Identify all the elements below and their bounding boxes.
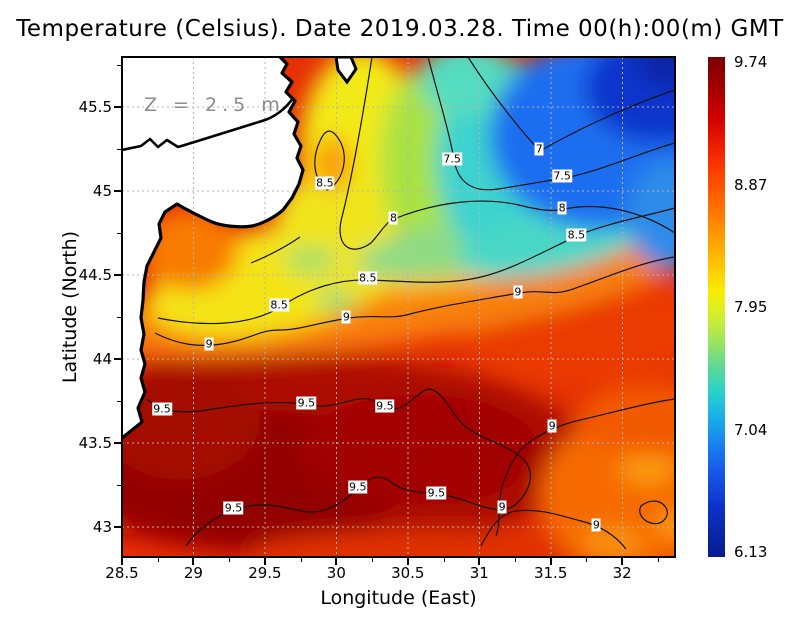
x-axis-label: Longitude (East) [320,587,477,609]
y-tick-label: 43.5 [78,433,112,452]
contour-label: 9.5 [296,396,317,410]
y-tick-label: 43 [92,517,112,536]
plot-title: Temperature (Celsius). Date 2019.03.28. … [16,16,784,42]
colorbar-tick-label: 7.04 [734,420,768,439]
x-tick-mark [335,557,338,565]
x-tick-label: 31 [469,564,489,582]
colorbar-tick-label: 9.74 [734,53,768,71]
x-minor-tick-mark [372,557,374,562]
contour-label: 9.5 [348,480,368,494]
y-minor-tick-mark [117,484,122,486]
x-tick-mark [192,557,195,565]
grid-lines [122,57,675,557]
x-tick-label: 30.5 [391,564,425,582]
contour-label: 7.5 [442,152,462,166]
x-minor-tick-mark [300,557,302,562]
y-tick-label: 45 [92,182,112,201]
contour-label: 9.5 [223,501,244,515]
lagoon-shoreline [122,97,295,152]
x-minor-tick-mark [229,557,231,562]
contour-label: 9.5 [375,399,395,413]
contour-label: 9 [341,310,351,324]
x-tick-label: 28.5 [105,564,139,582]
contour-label: 9 [547,419,557,433]
contour-label: 9.5 [426,486,447,500]
x-minor-tick-mark [657,557,659,562]
y-minor-tick-mark [117,233,122,235]
y-tick-label: 44.5 [78,266,112,285]
y-minor-tick-mark [117,317,122,319]
y-minor-tick-mark [117,149,122,151]
y-minor-tick-mark [117,65,122,67]
colorbar [708,57,725,557]
colorbar-tick-label: 6.13 [734,543,768,561]
y-tick-mark [114,441,122,444]
x-tick-mark [263,557,266,565]
y-tick-mark [114,190,122,193]
contour-label: 8.5 [358,271,378,285]
x-minor-tick-mark [586,557,588,562]
x-tick-mark [121,557,123,565]
x-minor-tick-mark [157,557,159,562]
x-minor-tick-mark [514,557,516,562]
x-tick-mark [549,557,552,565]
x-tick-mark [621,557,624,565]
depth-annotation: Z = 2.5 m [144,94,285,116]
y-minor-tick-mark [117,400,122,402]
contour-label: 7 [534,142,544,156]
x-tick-label: 29.5 [248,564,282,582]
x-tick-mark [478,557,481,565]
y-tick-label: 45.5 [78,98,112,117]
x-tick-label: 31.5 [533,564,568,582]
colorbar-tick-label: 7.95 [734,298,768,316]
contour-label: 8.5 [269,298,289,312]
contour-label: 9 [591,518,601,532]
contour-lines [146,57,675,550]
sea-temperature-field [122,57,675,557]
colorbar-tick-label: 8.87 [734,175,768,194]
x-tick-label: 30 [326,564,346,582]
contour-label: 8.5 [566,228,587,242]
x-tick-label: 29 [183,564,203,582]
contour-label: 9 [204,337,214,351]
coastline [122,57,305,440]
y-tick-mark [114,525,122,528]
x-tick-label: 32 [612,564,632,582]
danube-delta-spit [334,57,358,85]
plot-border [121,56,676,558]
y-tick-mark [114,274,122,277]
y-tick-mark [114,358,122,360]
contour-label: 8 [557,201,567,215]
contour-label: 7.5 [552,169,572,183]
contour-label: 9.5 [152,402,172,416]
contour-label: 8.5 [315,176,335,190]
contour-label: 8 [388,211,398,225]
x-tick-mark [406,557,409,565]
x-minor-tick-mark [443,557,445,562]
contour-label: 9 [497,500,507,514]
y-tick-label: 44 [92,350,112,368]
contour-label: 9 [513,285,523,299]
land-mask [122,57,303,438]
y-tick-mark [114,106,122,109]
